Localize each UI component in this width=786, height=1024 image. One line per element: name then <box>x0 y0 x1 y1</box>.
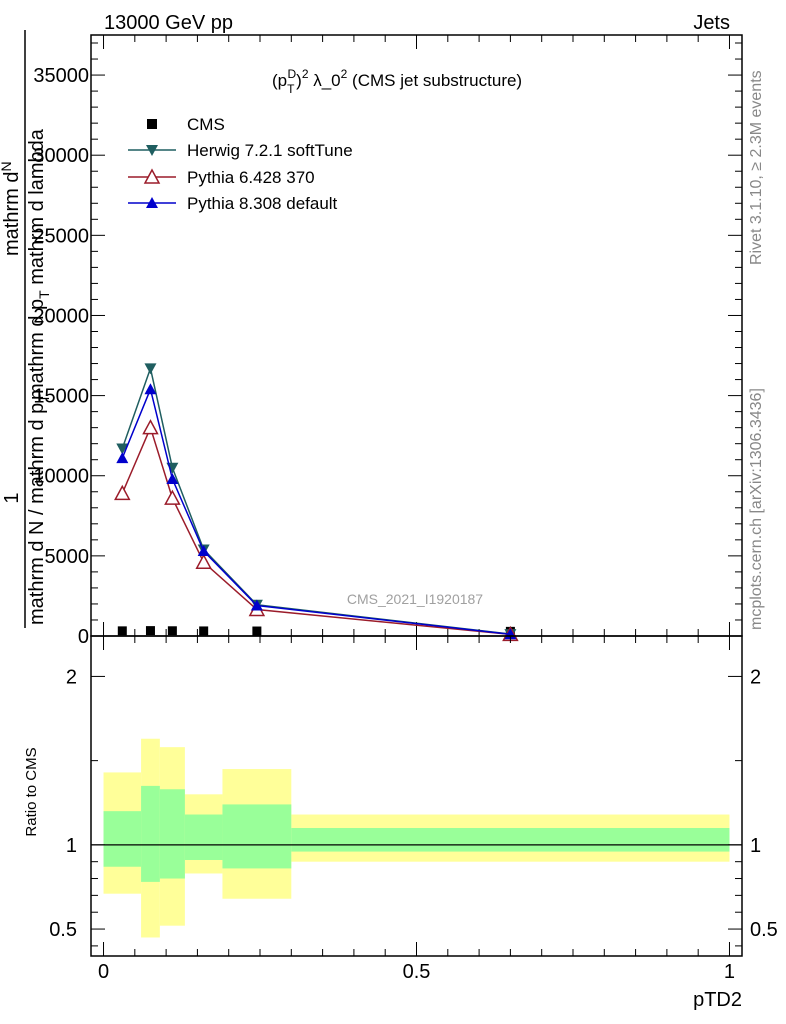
series-point-pythia-8-308-default <box>197 545 210 557</box>
title-part-3: ) <box>296 71 302 90</box>
y-label-num-a1: mathrm d <box>1 172 23 256</box>
series-point-cms <box>117 626 127 636</box>
series-point-pythia-6-428-370 <box>164 489 181 505</box>
legend-marker-herwig <box>146 145 158 156</box>
mcplots-label: mcplots.cern.ch [arXiv:1306.3436] <box>748 388 765 630</box>
y-label-num-b2: T <box>36 290 52 299</box>
rivet-label: Rivet 3.1.10, ≥ 2.3M events <box>748 70 765 265</box>
title-part-1: T <box>287 82 295 96</box>
y-label-num-b1: mathrm d p <box>26 299 48 400</box>
legend-marker-pythia6 <box>143 168 161 184</box>
series-point-pythia-6-428-370 <box>114 484 131 501</box>
y-label-numerator-a: mathrm dN <box>0 161 23 256</box>
ratio-y-label: Ratio to CMS <box>23 747 40 836</box>
y-label-numerator-b: mathrm d pT mathrm d lambda <box>26 128 52 400</box>
series-point-pythia-6-428-370 <box>195 553 212 570</box>
series-line-pythia-6-428-370 <box>121 425 511 636</box>
series-point-cms <box>252 626 262 636</box>
legend-label-pythia6: Pythia 6.428 370 <box>187 168 315 187</box>
legend-item-cms: CMS <box>147 115 225 134</box>
y-label-den-a: mathrm d N / mathrm d p <box>26 403 48 625</box>
main-ticks: 0 5000 10000 15000 20000 25000 30000 35000 <box>33 35 742 648</box>
title-part-7: (CMS jet substructure) <box>347 71 522 90</box>
series-point-cms <box>167 626 177 636</box>
y-label-denominator: mathrm d N / mathrm d pT <box>26 394 52 625</box>
main-ytick-label: 10000 <box>33 466 89 488</box>
series-point-pythia-8-308-default <box>166 472 179 484</box>
series-point-cms <box>145 626 155 636</box>
ratio-ticks: 0.5 0.5 1 1 2 2 0 0.5 1 <box>49 636 778 983</box>
legend-label-pythia8: Pythia 8.308 default <box>187 194 338 213</box>
title-part-6: 2 <box>341 67 348 81</box>
legend: CMS Herwig 7.2.1 softTune Pythia 6.428 3… <box>128 115 353 213</box>
ratio-ytick-label-right: 1 <box>750 835 761 857</box>
legend-marker-pythia8 <box>146 197 158 208</box>
ratio-ytick-label: 1 <box>66 835 77 857</box>
main-ytick-label: 25000 <box>33 225 89 247</box>
main-ytick-label: 15000 <box>33 386 89 408</box>
legend-label-cms: CMS <box>187 115 225 134</box>
ratio-band-green <box>159 789 185 879</box>
ratio-band-green <box>291 828 730 852</box>
title-part-4: 2 <box>302 67 309 81</box>
ratio-band-green <box>103 811 142 867</box>
ratio-ytick-label-right: 2 <box>750 666 761 688</box>
legend-item-herwig: Herwig 7.2.1 softTune <box>128 141 353 160</box>
series-point-herwig-7-2-1-softtune <box>144 363 157 375</box>
header-left: 13000 GeV pp <box>104 12 233 34</box>
series-point-pythia-8-308-default <box>116 452 129 464</box>
main-ytick-label: 35000 <box>33 65 89 87</box>
title-part-5: λ_0 <box>309 71 341 90</box>
ratio-xtick-label: 1 <box>724 961 735 983</box>
series-point-pythia-8-308-default <box>250 599 263 611</box>
main-series <box>114 363 519 642</box>
ratio-frame <box>90 635 743 957</box>
series-point-cms <box>199 626 209 636</box>
main-ytick-label: 5000 <box>45 546 90 568</box>
main-ytick-label: 30000 <box>33 145 89 167</box>
series-point-herwig-7-2-1-softtune <box>116 443 129 455</box>
legend-marker-cms <box>147 119 157 129</box>
main-ytick-label: 20000 <box>33 305 89 327</box>
y-label-num-a2: N <box>0 161 14 171</box>
title-part-2: D <box>287 67 296 81</box>
series-point-pythia-6-428-370 <box>142 419 159 435</box>
y-label-one: 1 <box>1 492 23 503</box>
ratio-xtick-label: 0.5 <box>403 961 431 983</box>
title-part-0: (p <box>272 71 287 90</box>
series-point-pythia-8-308-default <box>144 383 157 395</box>
ratio-band-green <box>184 814 223 860</box>
ratio-plot: 0.5 0.5 1 1 2 2 0 0.5 1 <box>49 635 778 983</box>
ratio-ytick-label: 2 <box>66 666 77 688</box>
chart-title: (pTD)2 λ_02 (CMS jet substructure) <box>272 67 522 96</box>
watermark: CMS_2021_I1920187 <box>347 591 483 607</box>
ratio-xtick-label: 0 <box>98 961 109 983</box>
series-line-pythia-8-308-default <box>121 386 511 635</box>
header-right: Jets <box>693 12 730 34</box>
ratio-ytick-label-right: 0.5 <box>750 919 778 941</box>
y-label-num-b3: mathrm d lambda <box>26 128 48 290</box>
legend-item-pythia6: Pythia 6.428 370 <box>128 168 315 187</box>
legend-label-herwig: Herwig 7.2.1 softTune <box>187 141 353 160</box>
ratio-bands <box>103 738 730 938</box>
ratio-band-green <box>222 804 292 869</box>
main-ytick-label: 0 <box>78 626 89 648</box>
ratio-ytick-label: 0.5 <box>49 919 77 941</box>
main-plot: 0 5000 10000 15000 20000 25000 30000 35000 CMS_… <box>33 34 743 648</box>
y-label-den-b: T <box>36 394 52 403</box>
ratio-band-green <box>141 785 160 882</box>
main-y-label: 1 mathrm d N / mathrm d pT mathrm dN mat… <box>0 30 52 628</box>
x-axis-label: pTD2 <box>693 989 742 1011</box>
legend-item-pythia8: Pythia 8.308 default <box>128 194 338 213</box>
